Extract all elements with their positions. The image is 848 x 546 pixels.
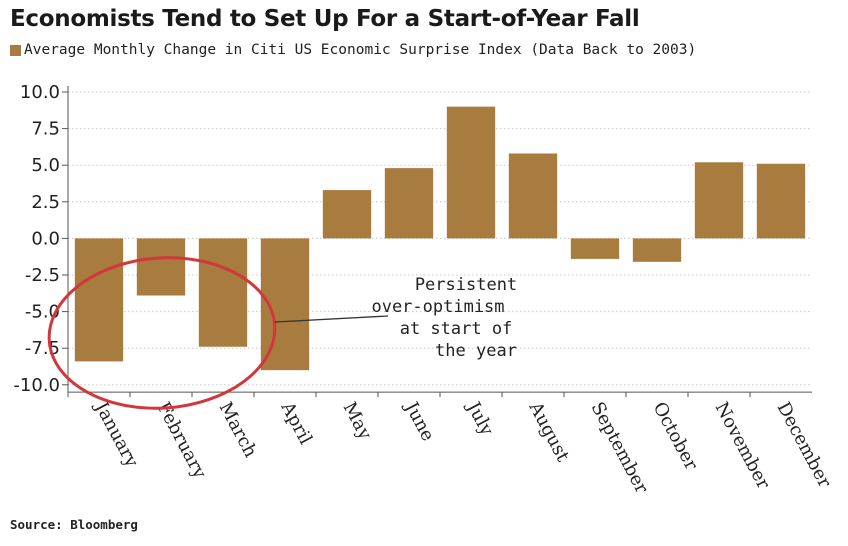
y-tick-label: 10.0 <box>20 82 60 103</box>
annotation-text-line: Persistent <box>415 275 517 295</box>
y-tick-label: 7.5 <box>31 119 60 140</box>
x-tick-label: October <box>649 399 702 474</box>
annotation-text-line: at start of <box>400 319 513 339</box>
bars <box>74 106 806 371</box>
bar-november <box>694 162 744 239</box>
y-tick-label: 5.0 <box>31 155 60 176</box>
legend-swatch <box>10 44 21 56</box>
x-axis: January February March April May June July Augu… <box>67 392 836 498</box>
legend: Average Monthly Change in Citi US Econom… <box>10 42 696 58</box>
bar-may <box>322 190 372 239</box>
bar-june <box>384 168 434 239</box>
y-tick-label: -7.5 <box>25 338 60 359</box>
y-tick-label: -5.0 <box>25 302 60 323</box>
x-tick-label: May <box>339 399 376 444</box>
x-tick-label: March <box>215 399 262 462</box>
source-note: Source: Bloomberg <box>10 517 138 532</box>
bar-september <box>570 238 620 259</box>
x-tick-label: August <box>524 398 574 466</box>
bar-march <box>198 238 248 347</box>
x-tick-label: July <box>462 397 498 440</box>
annotation-text-line: over-optimism <box>371 297 504 317</box>
annotation-text-line: the year <box>435 341 517 361</box>
y-tick-label: 2.5 <box>31 192 60 213</box>
highlight-circle <box>47 256 277 410</box>
x-tick-label: February <box>153 399 211 483</box>
x-tick-label: April <box>276 398 316 448</box>
chart-title: Economists Tend to Set Up For a Start-of… <box>10 6 640 32</box>
gridlines <box>68 91 812 386</box>
bar-january <box>74 238 124 362</box>
x-tick-label: June <box>400 397 439 445</box>
x-tick-label: November <box>711 399 774 493</box>
y-tick-label: 0.0 <box>31 228 60 249</box>
bar-august <box>508 153 558 239</box>
bar-february <box>136 238 186 296</box>
x-tick-label: September <box>587 399 653 498</box>
bar-october <box>632 238 682 262</box>
bar-december <box>756 163 806 239</box>
y-tick-label: -10.0 <box>13 375 60 396</box>
annotation-pointer <box>274 315 389 323</box>
bar-july <box>446 106 496 239</box>
x-tick-label: December <box>773 399 836 492</box>
legend-label: Average Monthly Change in Citi US Econom… <box>24 42 697 58</box>
y-tick-label: -2.5 <box>25 265 60 286</box>
